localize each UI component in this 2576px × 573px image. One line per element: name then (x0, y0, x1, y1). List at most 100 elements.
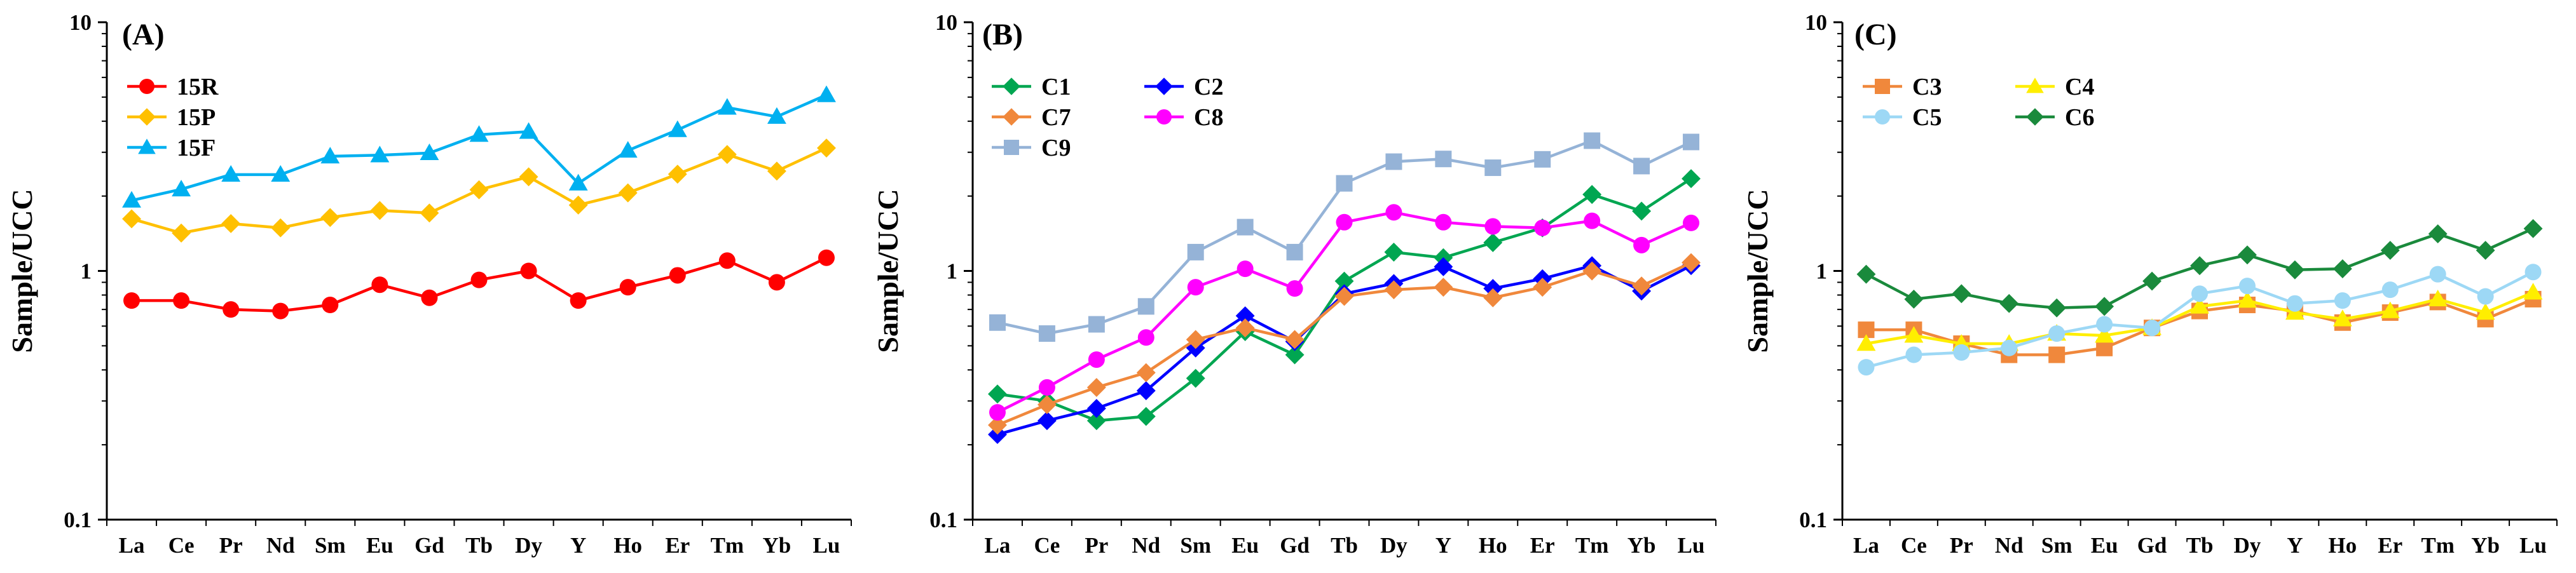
panel-c-series-c5-point-yb (2477, 288, 2494, 305)
panel-c-legend-c3: C3 (1863, 74, 1942, 100)
panel-a-x-tick-label-gd: Gd (414, 533, 444, 558)
panel-b-x-tick-label-y: Y (1435, 533, 1451, 558)
panel-b-series-c1-point-la (988, 384, 1007, 404)
panel-b-series-c7-point-lu (1682, 253, 1701, 273)
panel-b-legend-c9-label: C9 (1041, 135, 1071, 161)
panel-b-x-tick-label-pr: Pr (1085, 533, 1108, 558)
panel-a-series-15f-point-yb (767, 107, 786, 124)
panel-b-series-c8-point-nd (1137, 329, 1154, 346)
panel-a-x-tick-label-y: Y (570, 533, 586, 558)
panel-b-series-c7-point-yb (1632, 276, 1652, 296)
panel-b-series-c8-point-er (1534, 219, 1551, 236)
panel-a-series-15f-point-gd (420, 143, 439, 161)
panel-b-series-c9-point-la (989, 314, 1006, 331)
panel-a-y-tick-label: 1 (81, 259, 92, 284)
panel-c-x-tick-label-y: Y (2287, 533, 2303, 558)
panel-a-series-15f-point-la (122, 191, 141, 208)
panel-c-x-tick-label-nd: Nd (1995, 533, 2024, 558)
panel-c-series-c4-point-la (1856, 334, 1876, 351)
panel-c-series-c6-point-gd (2142, 271, 2162, 291)
panel-a-series-15r-point-gd (421, 289, 438, 306)
panel-c-legend-c5-marker (1875, 109, 1890, 125)
panel-b-y-tick-label: 1 (947, 259, 958, 284)
panel-b-series-c1-point-yb (1632, 201, 1652, 221)
panel-a-series-15r-point-ho (619, 279, 636, 296)
panel-b-series-c7-point-nd (1136, 363, 1156, 382)
panel-a-x-tick-label-dy: Dy (515, 533, 542, 558)
panel-a-x-tick-label-la: La (119, 533, 145, 558)
panel-c-series-c4-point-lu (2523, 283, 2543, 300)
panel-c-legend-c5-label: C5 (1912, 104, 1942, 131)
panel-b-series-c8-point-ce (1038, 379, 1055, 396)
panel-a-x-tick-label-tb: Tb (465, 533, 493, 558)
panel-c-series-c6-point-ho (2333, 259, 2352, 279)
panel-b-x-tick-label-sm: Sm (1180, 533, 1211, 558)
panel-a-series-15f-point-nd (271, 165, 291, 182)
panel-a-series-15f-point-y (568, 173, 588, 191)
panel-c-x-tick-label-pr: Pr (1950, 533, 1973, 558)
panel-b-legend-c8: C8 (1144, 104, 1223, 131)
panel-c-legend-c4-label: C4 (2065, 74, 2094, 100)
panel-b-series-c1-point-tm (1582, 185, 1602, 205)
panel-c-legend-c4-marker (2026, 78, 2044, 93)
panel-a-series-15p-point-lu (817, 138, 836, 158)
panel-a-label: (A) (122, 18, 165, 51)
panel-a-y-tick-label: 10 (69, 10, 92, 35)
panel-b-series-c1-point-dy (1384, 242, 1404, 262)
panel-c-series-c6-point-tb (2190, 256, 2209, 276)
panel-a-series-15p-point-er (668, 165, 687, 184)
panel-b-series-c9 (989, 132, 1700, 342)
panel-a-x-tick-label-lu: Lu (813, 533, 840, 558)
panel-b-series-c7-point-sm (1186, 330, 1205, 349)
panel-b-x-tick-label-nd: Nd (1132, 533, 1160, 558)
panel-c-series-c6-point-lu (2523, 219, 2543, 238)
panel-a-legend-15p-label: 15P (177, 104, 216, 131)
panel-b-series-c8-point-gd (1286, 280, 1303, 297)
panel-b-x-tick-label-la: La (985, 533, 1011, 558)
panel-c-x-tick-label-lu: Lu (2519, 533, 2547, 558)
panel-a-series-15r-point-sm (322, 297, 339, 314)
panel-b-series-c1-point-pr (1086, 411, 1106, 431)
panel-b-series-c8-point-sm (1187, 279, 1204, 296)
panel-b-series-c1-point-sm (1186, 368, 1205, 388)
panel-b-legend-c8-marker (1156, 109, 1172, 125)
panel-b-series-c1-point-nd (1136, 407, 1156, 426)
panel-b-series-c7-point-pr (1086, 377, 1106, 397)
panel-b-series-c7-point-tb (1334, 286, 1354, 306)
panel-a-series-15p-point-ce (172, 223, 191, 243)
panel-a-legend-15f-label: 15F (177, 135, 216, 161)
panel-c-legend-c3-label: C3 (1912, 74, 1942, 100)
panel-b-label: (B) (982, 18, 1023, 51)
panel-a-x-tick-label-ce: Ce (168, 533, 195, 558)
panel-b-legend-c9-marker (1004, 140, 1019, 155)
panel-a-x-tick-label-eu: Eu (366, 533, 394, 558)
panel-b-series-c9-point-dy (1385, 153, 1402, 170)
panel-c-series-c6-point-tm (2428, 224, 2448, 244)
panel-c-series-c6-point-er (2380, 241, 2400, 260)
panel-b-series-c7-point-y (1434, 278, 1453, 297)
panel-b-legend-c9: C9 (992, 135, 1071, 161)
panel-b-x-tick-label-eu: Eu (1231, 533, 1259, 558)
panel-c-series-c4-point-er (2380, 301, 2400, 318)
panel-c-series-c5-point-lu (2525, 264, 2542, 281)
panel-b-series-c8-point-y (1435, 213, 1452, 231)
panel-a-series-15f-point-ho (618, 140, 638, 158)
panel-c-series-c6-point-pr (1952, 284, 1971, 304)
panel-c-series-c6-point-y (2285, 260, 2305, 280)
panel-b-series-c2-point-nd (1136, 381, 1156, 400)
panel-b-series-c9-point-gd (1286, 243, 1303, 260)
panel-a-legend-15f: 15F (127, 135, 216, 161)
panel-a-series-15p-point-tm (717, 145, 737, 165)
panel-a-series-15f (122, 85, 836, 208)
panel-a-x-tick-label-ho: Ho (613, 533, 642, 558)
panel-a-series-15p-point-dy (519, 167, 538, 187)
panel-b-series-c9-point-ce (1038, 325, 1055, 342)
panel-b-series-c7-point-la (988, 415, 1007, 435)
panel-b-series-c8-point-tb (1336, 213, 1353, 231)
panel-c-series-c4-point-ce (1904, 326, 1924, 343)
panel-c-legend-c6: C6 (2015, 104, 2094, 131)
panel-a-legend-15r-label: 15R (177, 74, 219, 100)
panel-b-series-c7-point-gd (1285, 330, 1305, 349)
panel-c-series-c4-point-dy (2237, 291, 2257, 308)
